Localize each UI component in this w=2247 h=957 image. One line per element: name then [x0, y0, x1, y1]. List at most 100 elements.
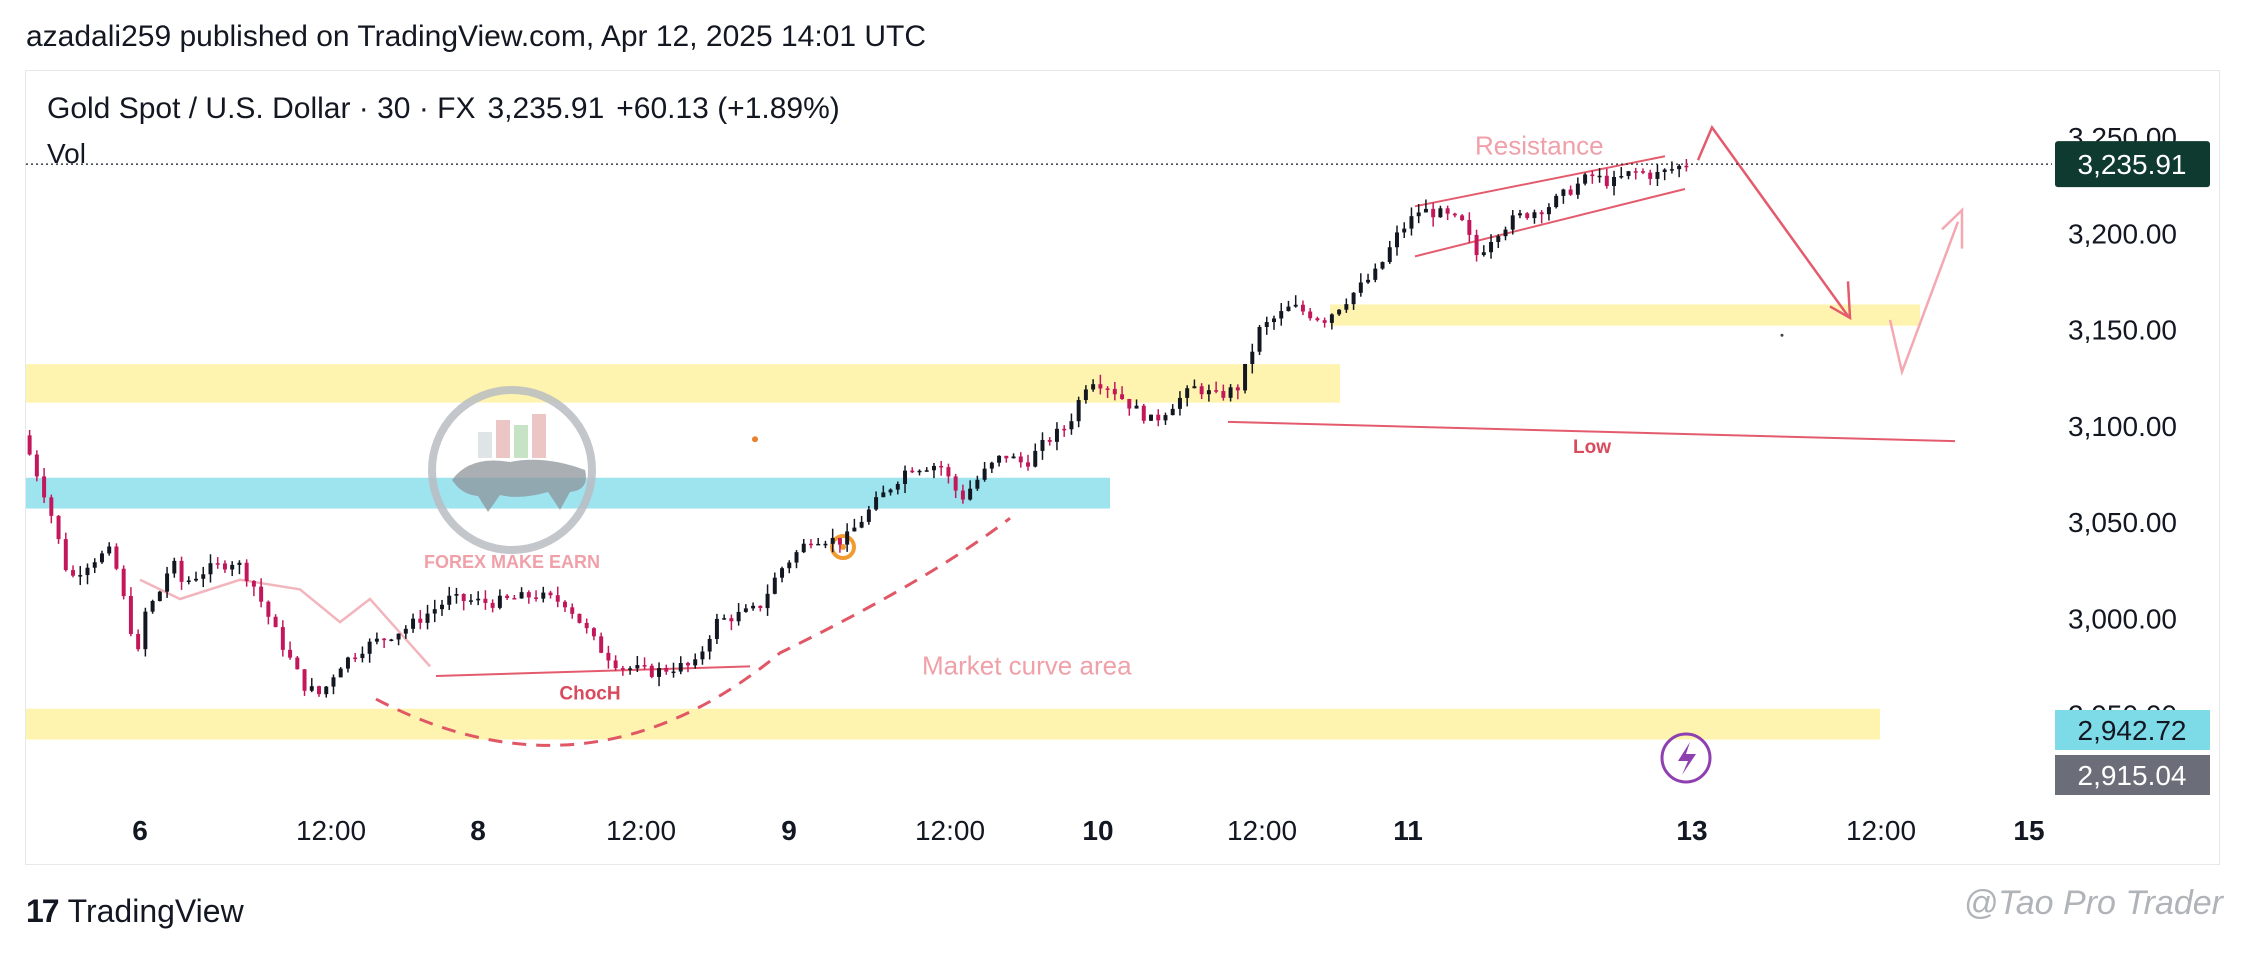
candle-body	[1170, 408, 1175, 416]
candle-body	[859, 521, 864, 528]
symbol-price: 3,235.91	[487, 92, 605, 125]
candle-body	[360, 653, 365, 659]
candle-body	[1105, 388, 1110, 390]
y-tick-label: 3,100.00	[2068, 411, 2177, 442]
candle-body	[997, 455, 1002, 463]
candle-body	[1438, 208, 1443, 218]
candle-body	[367, 641, 372, 654]
candle-body	[27, 435, 32, 455]
price-tag	[2055, 755, 2210, 795]
candle-body	[1185, 388, 1190, 398]
candle-body	[259, 586, 264, 602]
candle-body	[317, 686, 321, 695]
candle-body	[237, 562, 242, 565]
candle-body	[975, 479, 980, 489]
y-tick-label: 3,200.00	[2068, 218, 2177, 249]
candle-body	[664, 668, 669, 672]
candle-body	[830, 537, 835, 544]
candle-body	[1083, 389, 1088, 401]
candle-body	[1163, 415, 1168, 421]
candle-body	[874, 497, 879, 510]
candle-body	[1590, 174, 1595, 177]
candle-body	[1626, 171, 1631, 176]
candle-body	[251, 581, 256, 587]
x-tick-label: 6	[132, 815, 148, 846]
candle-body	[418, 618, 423, 623]
chart-frame	[25, 70, 2220, 865]
candle-body	[222, 563, 227, 570]
candle-body	[628, 668, 633, 670]
candle-body	[548, 592, 553, 596]
volume-legend[interactable]: Vol	[47, 138, 86, 169]
lightning-bolt	[1678, 742, 1696, 775]
candle-body	[1272, 318, 1276, 323]
candle-body	[1431, 208, 1436, 218]
candle-body	[671, 671, 676, 674]
candle-body	[1120, 394, 1125, 399]
candle-body	[1199, 386, 1204, 395]
candle-body	[584, 622, 589, 629]
candle-body	[1177, 397, 1182, 409]
candle-body	[1004, 455, 1009, 459]
channel-upper-line	[1414, 155, 1666, 208]
candle-body	[1452, 213, 1457, 216]
candle-body	[179, 560, 184, 582]
candle-body	[1648, 172, 1653, 179]
candle-body	[780, 568, 785, 578]
candle-body	[468, 600, 473, 602]
candle-body	[700, 651, 705, 660]
candle-body	[1402, 228, 1407, 233]
candle-body	[1134, 405, 1139, 409]
candle-body	[570, 607, 575, 614]
last-price-tag-label: 3,235.91	[2078, 149, 2187, 180]
candle-body	[722, 618, 727, 620]
forex-make-earn-logo: FOREX MAKE EARN	[424, 386, 600, 572]
candle-body	[1098, 384, 1103, 389]
candle-body	[924, 470, 929, 472]
tradingview-brand[interactable]: 17 TradingView	[26, 893, 244, 930]
x-tick-label: 9	[781, 815, 797, 846]
candle-body	[1293, 304, 1298, 307]
candle-body	[99, 553, 104, 563]
demand-zone-mid	[1330, 304, 1920, 326]
candle-body	[808, 543, 813, 546]
candle-body	[1366, 279, 1371, 283]
candle-body	[165, 573, 170, 592]
candle-body	[230, 564, 235, 570]
candle-body	[1206, 390, 1211, 395]
candle-body	[1423, 208, 1428, 213]
candle-body	[280, 627, 285, 650]
symbol-name: Gold Spot / U.S. Dollar · 30 · FX	[47, 92, 476, 125]
x-tick-label: 8	[470, 815, 486, 846]
candle-body	[852, 527, 857, 532]
candle-body	[295, 657, 300, 670]
candle-body	[1387, 247, 1392, 263]
candle-body	[454, 594, 459, 596]
candle-body	[331, 677, 336, 687]
candle-body	[34, 454, 39, 477]
arrow-head-down	[1829, 281, 1852, 321]
candle-body	[1062, 428, 1067, 431]
candle-body	[751, 605, 756, 609]
symbol-legend[interactable]: Gold Spot / U.S. Dollar · 30 · FX 3,235.9…	[47, 92, 852, 126]
candle-body	[483, 598, 488, 603]
candle-body	[1127, 398, 1132, 409]
candle-body	[1257, 326, 1262, 352]
candle-body	[1091, 384, 1096, 390]
candle-body	[1149, 414, 1153, 421]
candle-body	[512, 598, 517, 600]
candle-body	[903, 470, 908, 484]
candle-body	[1156, 414, 1161, 421]
price-tag-label: 2,942.72	[2078, 715, 2187, 746]
candle-body	[613, 660, 618, 669]
candle-body	[1344, 304, 1349, 310]
candle-body	[1380, 262, 1385, 269]
x-tick-label: 12:00	[1846, 815, 1916, 846]
candle-body	[78, 575, 83, 577]
candle-body	[1503, 229, 1508, 237]
candle-body	[1286, 306, 1291, 312]
candle-body	[794, 552, 799, 563]
market-curve-label: Market curve area	[922, 650, 1132, 680]
candle-body	[1655, 171, 1660, 179]
